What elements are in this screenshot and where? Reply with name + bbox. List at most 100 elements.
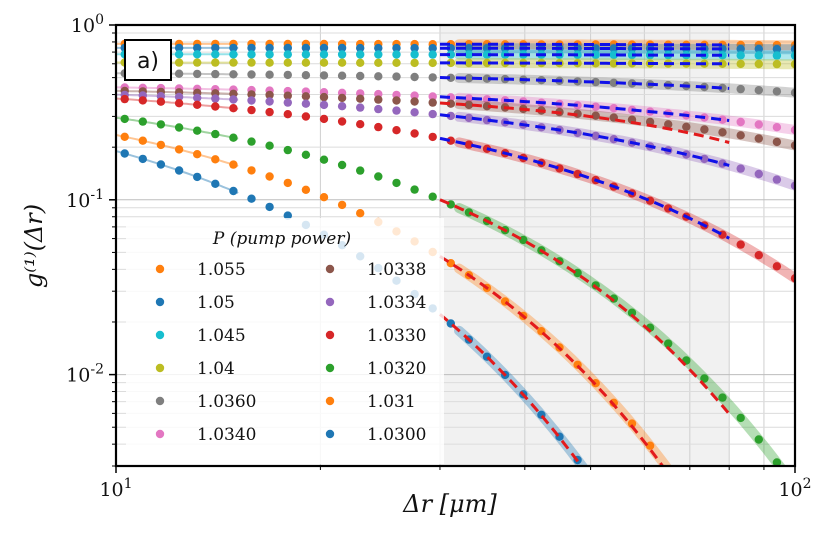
data-point (319, 100, 329, 110)
data-point (772, 87, 782, 96)
data-point (156, 120, 166, 129)
data-point (428, 92, 437, 101)
data-point (392, 178, 401, 188)
data-point (736, 59, 745, 69)
data-point (464, 44, 474, 53)
tick-label: 100 (71, 12, 104, 37)
data-point (247, 137, 256, 146)
data-point (464, 140, 474, 149)
tick-label: 101 (99, 476, 132, 501)
legend-marker (155, 297, 165, 307)
data-point (374, 43, 383, 53)
data-point (356, 120, 365, 129)
data-point (337, 58, 347, 67)
data-point (138, 154, 147, 164)
data-point (410, 43, 419, 53)
data-point (356, 166, 365, 175)
fit-line (439, 113, 730, 167)
data-point (482, 74, 492, 83)
data-point (229, 50, 238, 59)
data-point (265, 97, 274, 106)
data-point (283, 110, 292, 119)
data-point (392, 43, 401, 53)
data-point (265, 50, 274, 59)
data-point (174, 50, 184, 59)
legend-label: 1.0300 (367, 425, 426, 445)
data-point (374, 122, 383, 132)
data-point (410, 91, 419, 100)
data-point (718, 128, 727, 137)
data-point (736, 131, 745, 140)
legend-entry: 1.0300 (325, 425, 426, 445)
data-point (446, 111, 455, 121)
data-point (265, 172, 274, 181)
data-point (319, 193, 329, 202)
data-point (211, 50, 220, 59)
data-point (392, 96, 401, 105)
data-point (265, 70, 274, 79)
data-point (609, 78, 618, 88)
legend-entry: 1.05 (155, 293, 235, 313)
data-point (664, 339, 673, 348)
data-point (301, 150, 311, 159)
legend: P (pump power) 1.055 1.05 1.045 1.04 1.0360 1… (126, 218, 444, 464)
data-point (247, 50, 256, 59)
data-point (428, 44, 437, 53)
data-point (754, 120, 763, 129)
data-point (374, 58, 383, 67)
data-point (356, 94, 365, 103)
data-point (283, 43, 292, 53)
fit-line (439, 136, 730, 240)
data-point (283, 98, 292, 107)
data-point (772, 175, 782, 184)
data-point (174, 92, 184, 102)
data-point (319, 43, 329, 53)
data-point (754, 251, 763, 260)
data-point (356, 103, 365, 112)
data-point (428, 98, 437, 107)
data-point (211, 155, 220, 164)
data-point (174, 99, 184, 108)
fit-line (440, 46, 730, 51)
data-point (591, 77, 600, 87)
data-point (337, 117, 347, 126)
data-point (374, 95, 383, 104)
data-point (193, 150, 202, 159)
legend-marker (155, 429, 165, 439)
fit-line (439, 76, 730, 90)
data-point (337, 43, 347, 53)
legend-entry: 1.0360 (155, 392, 256, 412)
data-point (193, 69, 202, 79)
data-point (138, 117, 147, 126)
data-point (410, 50, 419, 59)
data-point (301, 71, 311, 80)
data-point (211, 94, 220, 103)
data-point (609, 104, 618, 113)
panel-label: a) (137, 49, 159, 74)
data-point (283, 58, 292, 67)
data-point (265, 107, 274, 117)
data-point (700, 125, 709, 134)
data-point (718, 83, 727, 93)
data-point (247, 194, 256, 203)
legend-label: 1.0334 (367, 293, 426, 313)
data-point (211, 129, 220, 139)
data-point (211, 43, 220, 53)
data-point (410, 129, 419, 138)
data-point (428, 58, 437, 68)
data-point (482, 50, 492, 59)
data-point (337, 71, 347, 80)
data-point (754, 44, 763, 54)
data-point (392, 72, 401, 81)
data-point (772, 458, 782, 466)
legend-marker (325, 330, 335, 340)
legend-entry: 1.055 (155, 260, 246, 280)
data-point (374, 72, 383, 81)
data-point (229, 186, 238, 196)
data-point (174, 43, 184, 53)
data-point (120, 149, 129, 158)
data-point (718, 51, 727, 60)
data-point (156, 97, 166, 106)
fit-line (440, 53, 730, 57)
data-point (410, 185, 419, 194)
